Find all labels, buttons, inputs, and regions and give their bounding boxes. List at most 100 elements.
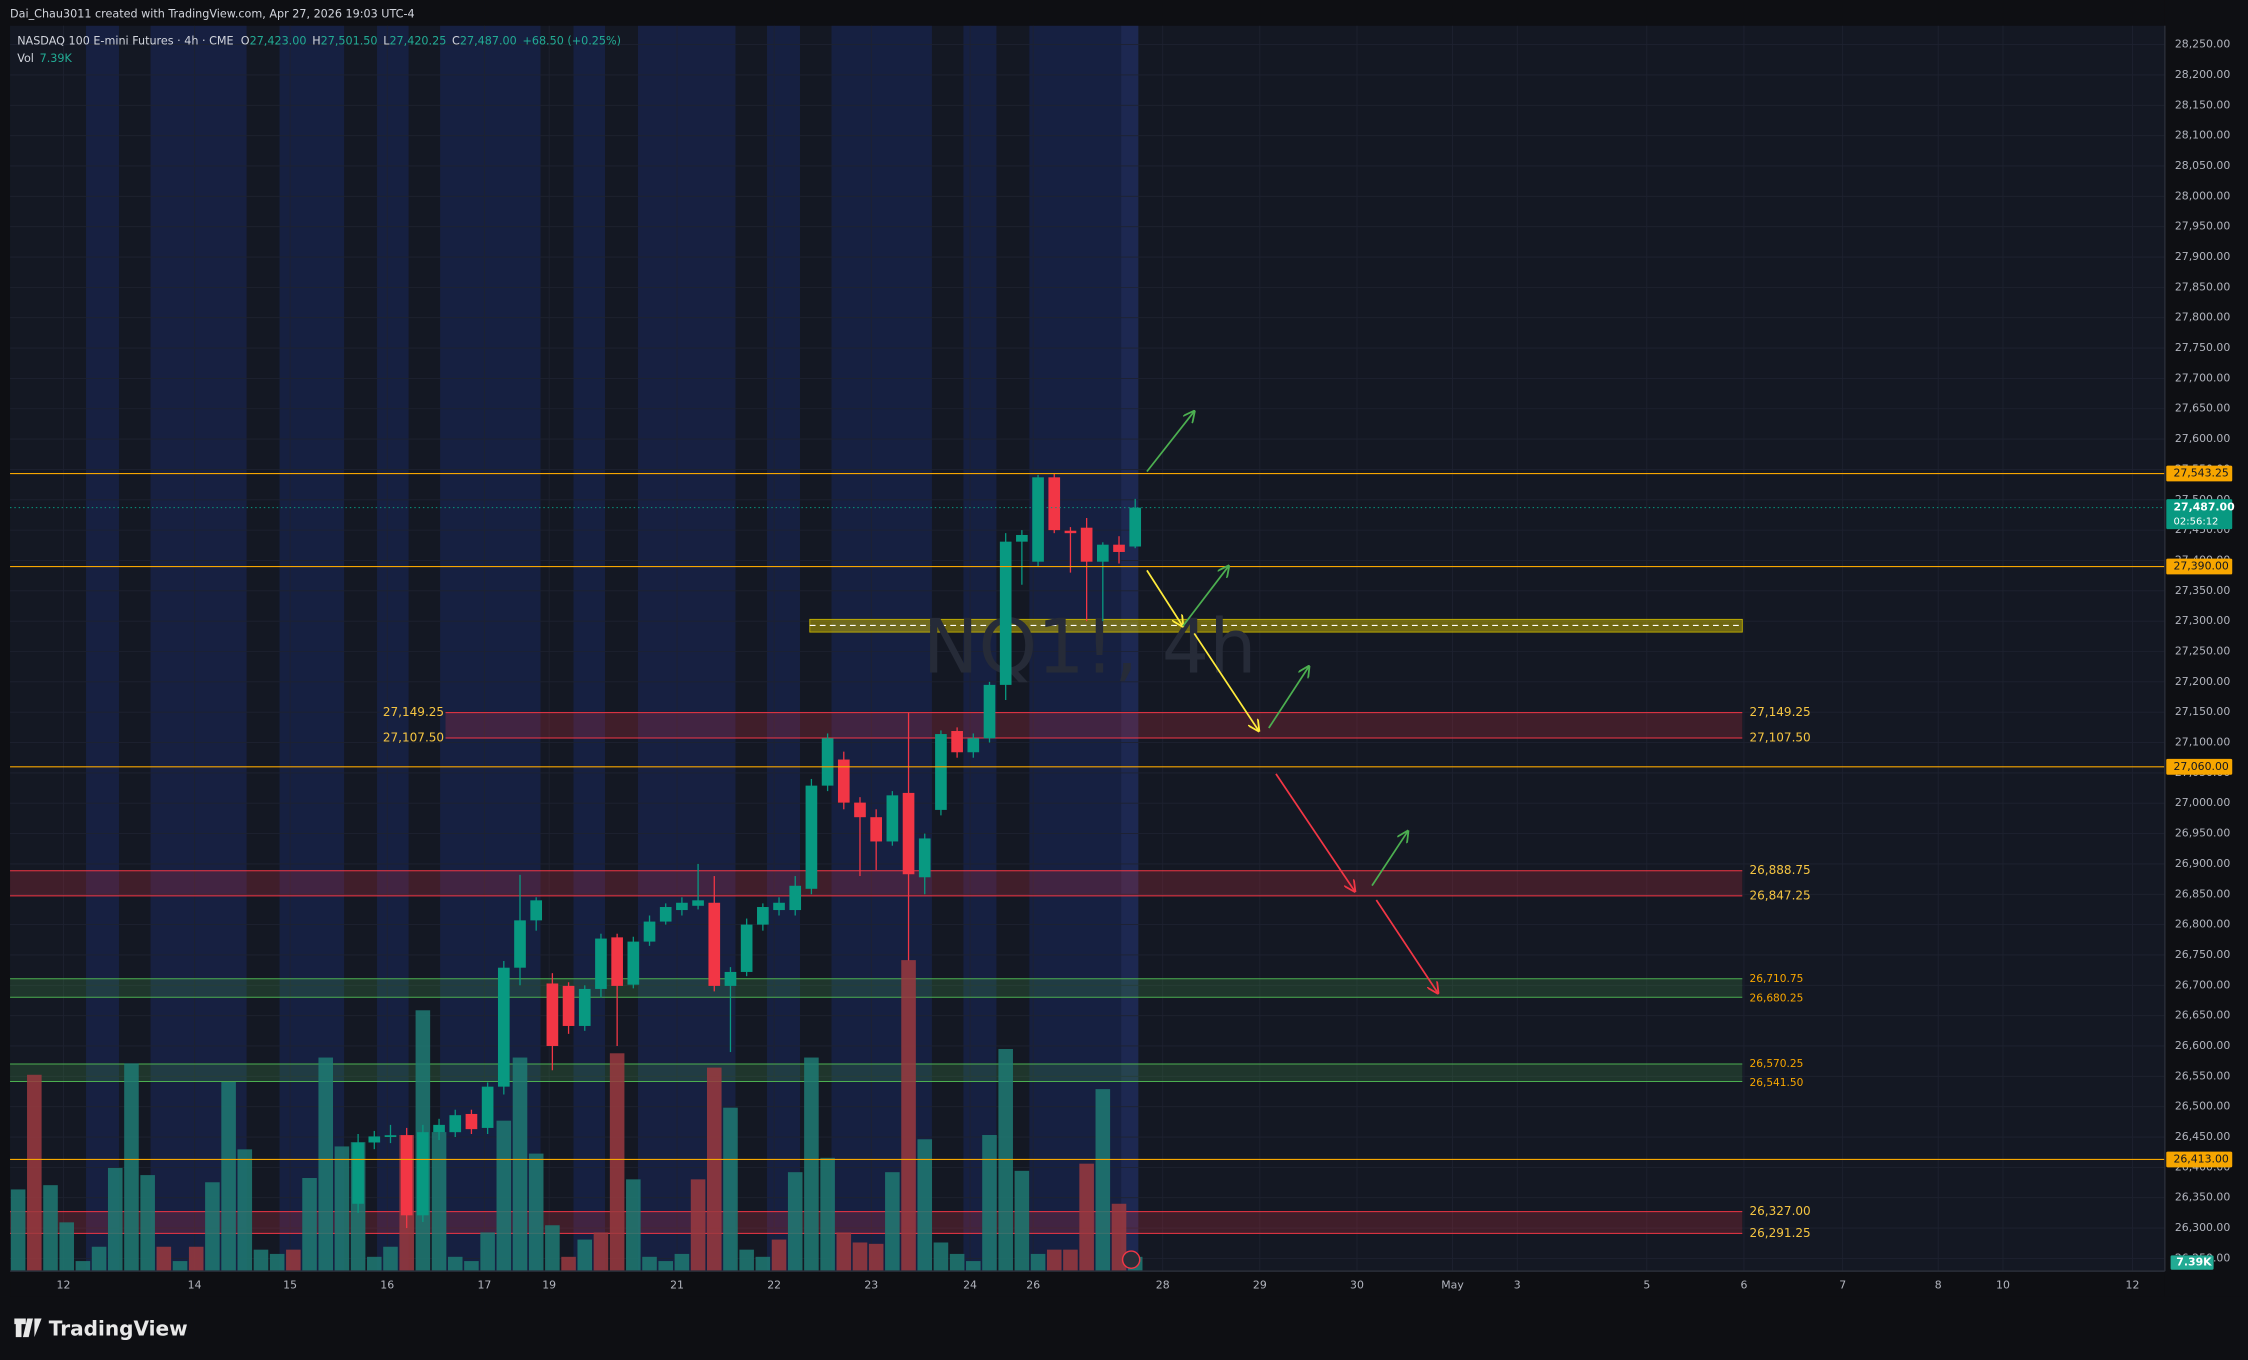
volume-bar [1046, 1249, 1062, 1272]
volume-bar [528, 1153, 544, 1272]
volume-bar [107, 1167, 123, 1272]
candle-body [611, 937, 623, 986]
volume-bar [480, 1232, 495, 1272]
candle-body [368, 1136, 381, 1143]
candle-body [417, 1132, 429, 1216]
candle-body [1129, 507, 1142, 547]
x-tick-label: 7 [1839, 1278, 1846, 1291]
zone-label: 26,888.75 [1749, 863, 1810, 877]
y-tick-label: 26,700.00 [2175, 978, 2230, 991]
volume-bar [593, 1232, 609, 1272]
price-axis [2164, 0, 2248, 1297]
candle-body [1032, 477, 1044, 562]
volume-bar [1095, 1089, 1111, 1272]
volume-bar [431, 1132, 447, 1272]
brand: TradingView [49, 1316, 188, 1340]
volume-bar [464, 1261, 479, 1272]
ohlc-key: O [241, 35, 250, 48]
level-box [2166, 1151, 2233, 1168]
zone-label: 27,149.25 [1749, 705, 1810, 719]
alert-icon[interactable] [1121, 1250, 1141, 1269]
candle-body [773, 902, 785, 911]
zone [445, 712, 1743, 738]
volume-legend: Vol 7.39K [17, 52, 72, 65]
y-tick-label: 27,700.00 [2175, 371, 2230, 384]
zone-label: 26,291.25 [1749, 1226, 1810, 1240]
volume-bar [367, 1256, 382, 1272]
legend-header: NASDAQ 100 E-mini Futures · 4h · CME O27,… [17, 35, 621, 48]
volume-bar [172, 1261, 188, 1272]
level-box [2166, 758, 2233, 775]
candle-body [1048, 477, 1061, 531]
watermark: NQ1!, 4h [923, 604, 1257, 691]
y-tick-label: 27,750.00 [2175, 341, 2230, 354]
candle-body [465, 1113, 478, 1130]
volume-bar [75, 1261, 91, 1272]
volume-bar [1063, 1249, 1078, 1272]
volume-bar [901, 960, 916, 1272]
volume-bar [706, 1067, 722, 1272]
y-tick-label: 26,500.00 [2175, 1100, 2230, 1113]
level-box [2166, 558, 2233, 575]
volume-bar [91, 1246, 107, 1272]
volume-bar [787, 1172, 803, 1272]
volume-bar [205, 1182, 220, 1272]
change: +68.50 (+0.25%) [522, 35, 620, 48]
candle-body [562, 985, 575, 1026]
volume-bar [739, 1249, 754, 1272]
volume-bar [1030, 1253, 1046, 1272]
credit: Dai_Chau3011 created with TradingView.co… [10, 7, 415, 20]
zone [10, 1211, 1743, 1234]
y-tick-label: 26,950.00 [2175, 827, 2230, 840]
volume-bar [561, 1256, 576, 1272]
volume-bar [658, 1261, 673, 1272]
symbol: NASDAQ 100 E-mini Futures · 4h · CME [17, 35, 233, 48]
candle-body [433, 1124, 445, 1133]
x-tick-label: 6 [1740, 1278, 1747, 1291]
volume-bar [1014, 1170, 1030, 1272]
y-tick-label: 26,350.00 [2175, 1191, 2230, 1204]
y-tick-label: 27,900.00 [2175, 250, 2230, 263]
volume-bar [755, 1256, 771, 1272]
candle-body [886, 795, 899, 842]
x-tick-label: 29 [1253, 1278, 1267, 1291]
candle-body [789, 885, 802, 911]
volume-bar [334, 1146, 350, 1272]
x-tick-label: 17 [477, 1278, 491, 1291]
volume-bar [512, 1057, 528, 1272]
volume-bar [771, 1239, 787, 1272]
x-tick-label: 23 [864, 1278, 878, 1291]
volume-bar [982, 1135, 997, 1272]
x-tick-label: 28 [1156, 1278, 1170, 1291]
level-label: 27,390.00 [2173, 560, 2228, 573]
x-tick-label: 16 [380, 1278, 394, 1291]
candle-body [837, 759, 850, 803]
y-tick-label: 26,300.00 [2175, 1221, 2230, 1234]
zone-label: 26,710.75 [1749, 973, 1803, 985]
candle-body [497, 967, 510, 1087]
y-tick-label: 28,150.00 [2175, 98, 2230, 111]
x-tick-label: 22 [767, 1278, 781, 1291]
y-tick-label: 26,450.00 [2175, 1130, 2230, 1143]
volume-bar [674, 1253, 690, 1272]
level-label: 26,413.00 [2173, 1152, 2228, 1165]
volume-bar [804, 1057, 819, 1272]
volume-bar [545, 1225, 560, 1272]
zone [10, 870, 1743, 896]
zone-label: 27,107.50 [383, 730, 444, 744]
ohlc-key: L [383, 35, 390, 48]
volume-bar [253, 1249, 269, 1272]
y-tick-label: 27,800.00 [2175, 311, 2230, 324]
volume-bar [642, 1256, 657, 1272]
last-price-box [2166, 499, 2233, 530]
candle-body [951, 731, 963, 753]
volume-bar [496, 1120, 512, 1272]
y-tick-label: 28,100.00 [2175, 129, 2230, 142]
x-tick-label: 24 [963, 1278, 977, 1291]
volume-bar [302, 1177, 317, 1272]
volume-label: 7.39K [2176, 1256, 2212, 1269]
volume-bar [59, 1222, 74, 1272]
candle-body [530, 900, 543, 921]
candle-body [627, 941, 640, 985]
